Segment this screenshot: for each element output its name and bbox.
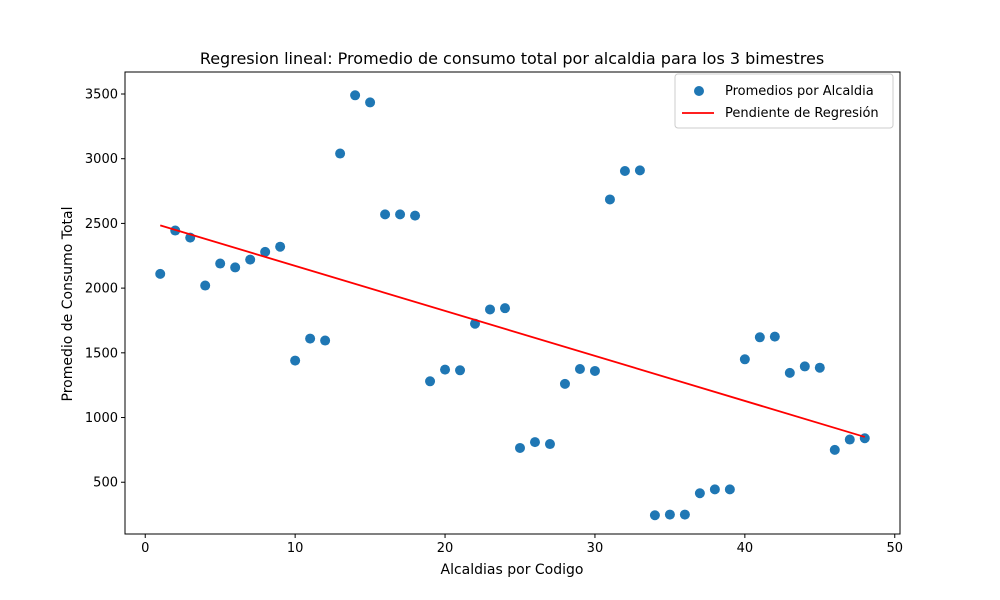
y-axis-label: Promedio de Consumo Total	[60, 207, 76, 402]
y-tick-label: 1000	[85, 411, 118, 426]
regression-line	[159, 224, 866, 438]
data-point	[649, 510, 660, 521]
data-point	[275, 241, 286, 252]
data-point	[664, 509, 675, 520]
data-point	[694, 488, 705, 499]
legend-marker-scatter	[694, 86, 704, 96]
data-point	[425, 376, 436, 387]
plot-area: 0 10 20 30 40 50 500 1000 1500 2000 2500 3000 3500	[85, 71, 903, 556]
data-point	[305, 333, 316, 344]
legend-label-scatter: Promedios por Alcaldia	[725, 84, 874, 99]
data-point	[380, 209, 391, 220]
x-tick-label: 10	[287, 541, 304, 556]
data-point	[440, 364, 451, 375]
data-point	[754, 332, 765, 343]
data-point	[290, 355, 301, 366]
data-point	[844, 434, 855, 445]
data-point	[724, 484, 735, 495]
x-tick-label: 0	[141, 541, 149, 556]
data-point	[739, 354, 750, 365]
x-tick-label: 50	[886, 541, 903, 556]
data-point	[769, 331, 780, 342]
data-point	[155, 268, 166, 279]
data-point	[709, 484, 720, 495]
data-point	[574, 364, 585, 374]
data-point	[365, 97, 376, 108]
data-point	[455, 365, 466, 376]
x-axis-label: Alcaldias por Codigo	[441, 562, 584, 578]
data-point	[589, 365, 600, 376]
y-tick-label: 1500	[85, 346, 118, 361]
data-point	[634, 165, 645, 176]
data-point	[410, 210, 421, 221]
data-point	[679, 509, 690, 520]
data-point	[859, 433, 870, 444]
data-point	[200, 280, 211, 291]
data-point	[215, 258, 226, 269]
legend-label-line: Pendiente de Regresión	[725, 106, 879, 121]
legend-box	[674, 73, 894, 129]
data-point	[544, 439, 555, 450]
data-point	[784, 367, 795, 378]
data-point	[320, 335, 331, 346]
x-tick-label: 20	[437, 541, 454, 556]
data-point	[619, 166, 630, 176]
data-point	[500, 303, 511, 314]
plot-frame	[124, 71, 901, 535]
data-point	[814, 362, 825, 373]
data-point	[529, 437, 540, 448]
data-point	[230, 262, 241, 273]
data-point	[245, 254, 256, 265]
y-tick-label: 3500	[85, 88, 118, 103]
data-point	[799, 361, 810, 372]
data-point	[514, 442, 525, 453]
data-point	[335, 148, 346, 159]
x-tick-label: 40	[737, 541, 754, 556]
x-tick-label: 30	[587, 541, 604, 556]
chart-title: Regresion lineal: Promedio de consumo to…	[200, 49, 824, 68]
data-point	[485, 304, 496, 315]
data-point	[395, 209, 406, 220]
data-point	[260, 246, 271, 257]
y-tick-label: 2000	[85, 282, 118, 297]
y-tick-label: 3000	[85, 152, 118, 167]
data-point	[604, 194, 615, 205]
data-point	[559, 378, 570, 389]
legend: Promedios por Alcaldia Pendiente de Regr…	[674, 73, 894, 129]
y-tick-label: 500	[93, 476, 118, 491]
data-point	[350, 90, 361, 101]
y-tick-label: 2500	[85, 217, 118, 232]
data-point	[829, 444, 840, 455]
